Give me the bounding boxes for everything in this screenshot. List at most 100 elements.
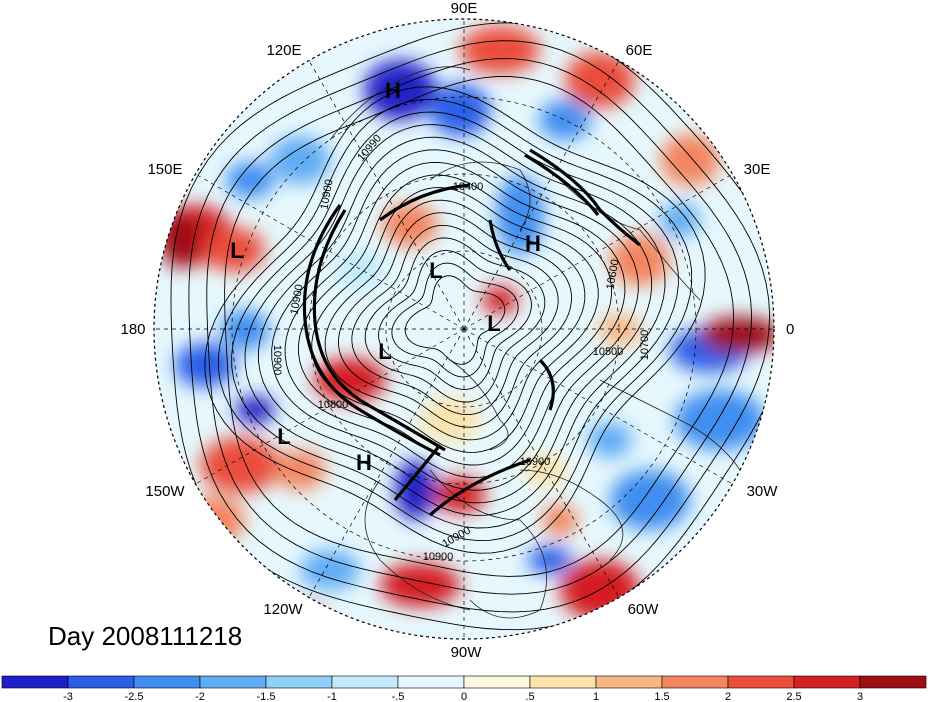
jet-contour [393, 444, 442, 502]
anomaly-patch [364, 60, 436, 120]
anomaly-patch [610, 470, 690, 530]
contour-value-label: 10700 [639, 330, 651, 361]
lon-label-0: 0 [786, 321, 794, 338]
jet-contour [428, 458, 531, 517]
anomaly-patch [482, 286, 518, 314]
jet-contour [538, 358, 555, 411]
lon-label-180: 180 [120, 321, 145, 338]
lon-label-30w: 30W [747, 483, 779, 500]
contour-value-label: 10400 [453, 181, 484, 193]
coastline [429, 469, 548, 619]
anomaly-patch [380, 563, 460, 607]
lon-label-120e: 120E [266, 42, 301, 59]
meridian-line [463, 60, 620, 330]
jet-contour [312, 209, 446, 452]
height-contour [404, 275, 506, 365]
lon-label-150w: 150W [145, 483, 185, 500]
pressure-center-l-north-pacific: L [230, 238, 243, 263]
colorbar-tick-label: 2.5 [786, 691, 801, 702]
jet-stream-contours [302, 148, 641, 517]
anomaly-patch [205, 228, 265, 272]
colorbar-swatch [67, 675, 135, 689]
pressure-center-h-east-siberia: H [385, 78, 401, 103]
anomaly-patch [221, 310, 269, 350]
colorbar-tick-label: .5 [525, 691, 534, 702]
contour-value-label: 10900 [520, 456, 551, 468]
latitude-circle [385, 250, 543, 408]
contour-value-label: 10900 [318, 178, 335, 210]
colorbar-swatch [793, 675, 861, 689]
anomaly-patch [675, 390, 765, 450]
date-title: Day 2008111218 [48, 621, 242, 651]
anomaly-patch [300, 550, 360, 590]
colorbar-swatch [331, 675, 399, 689]
colorbar-swatch [463, 675, 531, 689]
height-contour [338, 212, 572, 428]
anomaly-patch [539, 100, 591, 140]
anomaly-patch [235, 396, 275, 424]
height-contour [231, 111, 679, 529]
height-contour [257, 136, 653, 504]
anomaly-patch [226, 162, 274, 198]
colorbar-tick-label: -2.5 [125, 691, 144, 702]
contour-value-label: 10800 [318, 399, 349, 411]
pressure-center-h-europe: H [525, 231, 541, 256]
lat-lon-grid [154, 19, 774, 639]
colorbar-swatch [859, 675, 927, 689]
colorbar-tick-label: 1.5 [654, 691, 669, 702]
colorbar-swatch [1, 675, 69, 689]
meridian-line [308, 60, 465, 330]
colorbar-swatch [661, 675, 729, 689]
jet-contour [524, 153, 600, 216]
anomaly-patch [588, 422, 632, 458]
height-contour [351, 224, 559, 416]
colorbar-swatch [595, 675, 663, 689]
height-contour [311, 187, 599, 453]
contour-value-label: 10500 [593, 346, 624, 358]
anomaly-patch [420, 398, 480, 442]
meridian-line [463, 328, 733, 485]
colorbar-swatch [133, 675, 201, 689]
lon-label-30e: 30E [744, 161, 771, 178]
colorbar-swatch [727, 675, 795, 689]
lon-label-90w: 90W [451, 644, 483, 661]
longitude-labels: 90E 60E 120E 30E 150E 0 180 30W 150W 60W 120W 90W [120, 0, 794, 661]
contour-value-label: 10900 [288, 283, 305, 315]
lon-label-150e: 150E [147, 161, 182, 178]
colorbar-tick-label: -2 [195, 691, 205, 702]
anomaly-patch [270, 136, 330, 184]
colorbar-tick-label: 2 [725, 691, 731, 702]
contour-value-label: 10900 [423, 551, 454, 563]
anomaly-patch [542, 504, 578, 536]
colorbar-swatch [265, 675, 333, 689]
pressure-center-l-central-arctic: L [429, 258, 442, 283]
coastline [449, 359, 509, 451]
pressure-centers: H H H L L L L L [230, 78, 541, 475]
jet-contour [379, 183, 471, 222]
height-contour [391, 262, 519, 378]
contour-value-label: 10600 [604, 258, 621, 290]
colorbar-tick-label: 0 [461, 691, 467, 702]
colorbar-swatch [397, 675, 465, 689]
jet-contour [529, 148, 641, 247]
map-border [153, 18, 775, 640]
anomaly-patch [395, 460, 435, 520]
contour-value-label: 10900 [271, 345, 283, 376]
height-contour [324, 199, 586, 441]
meridian-line [463, 173, 733, 330]
meridian-line [195, 328, 465, 485]
lon-label-60e: 60E [626, 42, 653, 59]
height-contour [217, 98, 693, 542]
pressure-center-l-gulf-of-alaska: L [277, 424, 290, 449]
anomaly-patch [660, 202, 700, 238]
coastline [519, 469, 624, 561]
height-contour [271, 149, 639, 491]
lon-label-90e: 90E [451, 0, 478, 17]
anomaly-patch [185, 496, 245, 544]
anomaly-patch [460, 26, 540, 74]
height-contour [378, 250, 532, 390]
pressure-center-l-beaufort-sea: L [378, 339, 391, 364]
height-contour [206, 58, 753, 595]
height-contour [244, 124, 666, 516]
height-contours [170, 22, 774, 631]
